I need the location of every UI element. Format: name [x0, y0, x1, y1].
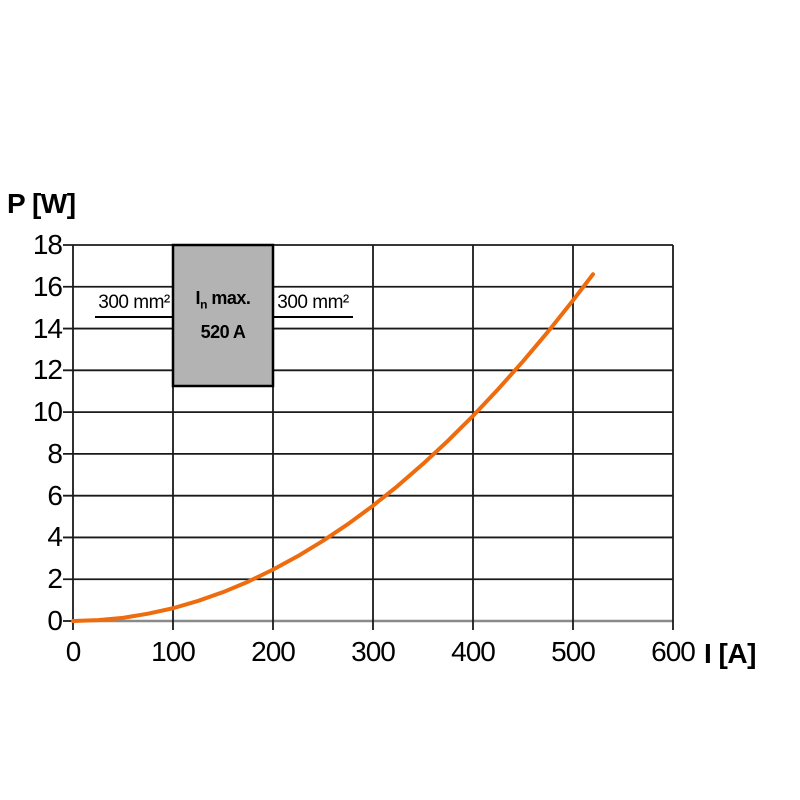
y-tick-label: 2 — [47, 563, 63, 595]
y-tick-label: 10 — [32, 396, 63, 428]
x-axis-title: I [A] — [704, 638, 756, 669]
y-tick-label: 0 — [47, 605, 63, 636]
x-tick-label: 300 — [351, 636, 396, 667]
x-tick-label: 400 — [451, 636, 496, 667]
y-tick-label: 8 — [47, 437, 63, 469]
right-conductor-label: 300 mm² — [273, 292, 353, 318]
rated-current-box — [171, 243, 275, 388]
rated-current-annotation: In max. 520 A — [173, 245, 273, 386]
x-tick-label: 200 — [251, 636, 296, 667]
y-tick-label: 6 — [47, 479, 63, 511]
x-tick-label: 500 — [551, 636, 596, 667]
x-tick-label: 600 — [651, 636, 696, 667]
x-tick-label: 100 — [151, 636, 196, 667]
y-tick-label: 4 — [47, 521, 63, 553]
power-curve — [71, 272, 595, 623]
rated-current-line2: 520 A — [200, 322, 246, 343]
y-tick-label: 16 — [32, 270, 63, 302]
y-tick-label: 14 — [32, 312, 63, 344]
left-conductor-label: 300 mm² — [95, 292, 173, 318]
rated-current-line1: In max. — [195, 287, 251, 312]
y-axis-title: P [W] — [7, 188, 76, 219]
x-tick-label: 0 — [65, 636, 82, 667]
y-tick-label: 12 — [32, 354, 63, 386]
y-tick-label: 18 — [32, 229, 63, 260]
